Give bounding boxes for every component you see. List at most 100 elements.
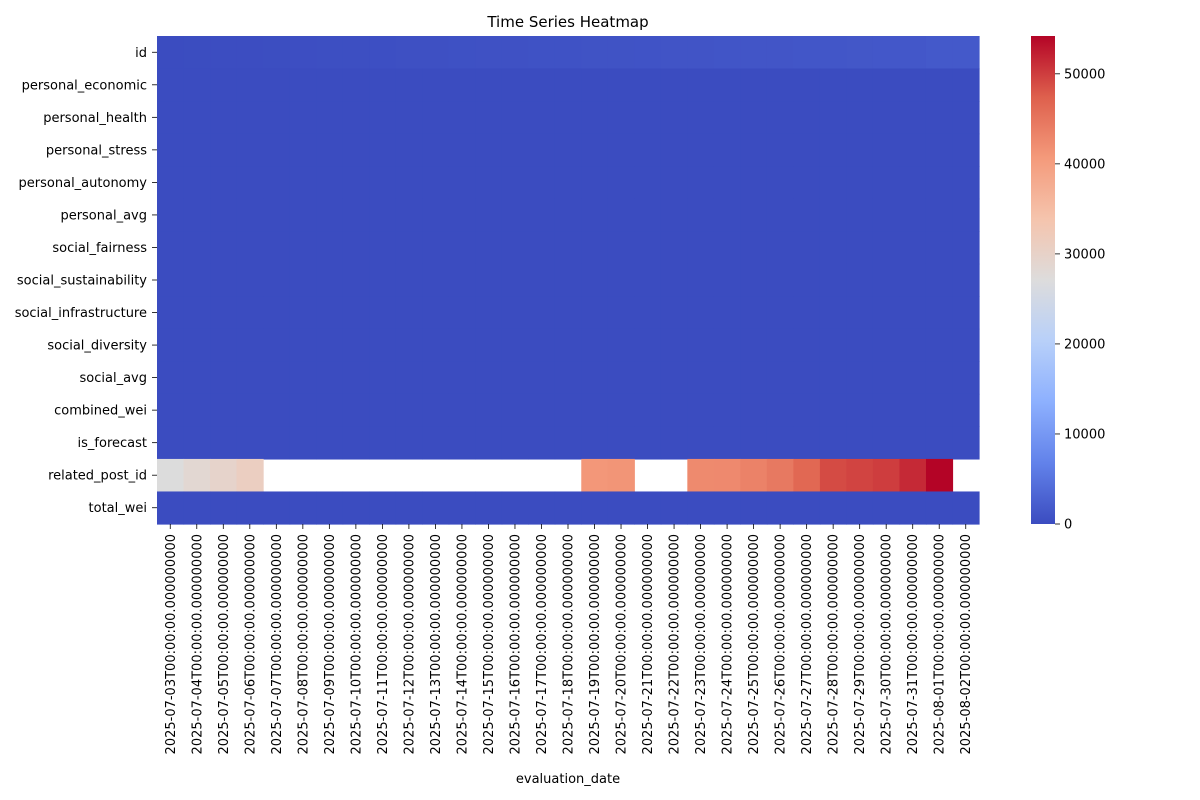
row-label: social_avg	[80, 371, 147, 386]
heatmap-cell	[316, 68, 344, 102]
row-label: social_sustainability	[17, 274, 147, 289]
column-label: 2025-07-03T00:00:00.000000000	[164, 534, 179, 754]
heatmap-cell	[448, 296, 476, 330]
column-label: 2025-07-23T00:00:00.000000000	[694, 534, 709, 754]
column-label: 2025-07-28T00:00:00.000000000	[827, 534, 842, 754]
heatmap-cell	[554, 133, 582, 167]
heatmap-cell	[607, 328, 635, 362]
heatmap-cell	[634, 231, 662, 265]
heatmap-cell	[925, 231, 954, 265]
heatmap-cell	[263, 491, 291, 525]
column-label: 2025-07-30T00:00:00.000000000	[880, 534, 895, 754]
heatmap-cell	[554, 198, 582, 232]
heatmap-cell	[607, 166, 635, 200]
heatmap-cell	[501, 166, 529, 200]
heatmap-cell	[395, 328, 423, 362]
heatmap-cell	[157, 426, 185, 460]
heatmap-cell	[952, 101, 980, 135]
heatmap-cell	[607, 361, 635, 395]
heatmap-cell	[925, 361, 954, 395]
heatmap-cell	[501, 393, 529, 427]
heatmap-cell	[289, 198, 317, 232]
column-label: 2025-07-13T00:00:00.000000000	[429, 534, 444, 754]
heatmap-cell	[846, 263, 874, 297]
heatmap-cell	[581, 393, 609, 427]
heatmap-cell	[713, 133, 741, 167]
heatmap-cell	[846, 491, 874, 525]
heatmap-cell	[687, 263, 715, 297]
heatmap-cell	[846, 36, 874, 70]
heatmap-cell	[157, 101, 185, 135]
heatmap-cell	[210, 491, 238, 525]
heatmap-cell	[766, 458, 794, 493]
heatmap-cell	[263, 361, 291, 395]
heatmap-cell	[528, 296, 556, 330]
heatmap-cell	[210, 361, 238, 395]
heatmap-cell	[289, 36, 317, 70]
heatmap-cell	[289, 166, 317, 200]
heatmap-cell	[846, 101, 874, 135]
heatmap-cell	[634, 328, 662, 362]
heatmap-cell	[316, 393, 344, 427]
heatmap-cell	[846, 393, 874, 427]
heatmap-cell	[448, 263, 476, 297]
column-label: 2025-07-21T00:00:00.000000000	[641, 534, 656, 754]
heatmap-cell	[501, 361, 529, 395]
heatmap-cell	[210, 166, 238, 200]
heatmap-cell	[422, 361, 450, 395]
heatmap-cell	[713, 491, 741, 525]
heatmap-cell	[369, 361, 397, 395]
heatmap-cell	[925, 296, 954, 330]
heatmap-cell	[157, 166, 185, 200]
heatmap-cell	[263, 36, 291, 70]
heatmap-cell	[925, 426, 954, 460]
heatmap-cell	[448, 491, 476, 525]
heatmap-cell	[236, 263, 264, 297]
heatmap-cell	[501, 68, 529, 102]
heatmap-cell	[289, 491, 317, 525]
heatmap-cell	[554, 68, 582, 102]
heatmap-cell	[740, 393, 768, 427]
heatmap-cell	[766, 328, 794, 362]
heatmap-cell	[554, 361, 582, 395]
heatmap-cell	[607, 36, 635, 70]
heatmap-cell	[501, 231, 529, 265]
heatmap-cell	[581, 426, 609, 460]
heatmap-cell	[210, 231, 238, 265]
heatmap-cell	[634, 36, 662, 70]
heatmap-cell	[236, 231, 264, 265]
heatmap-cell	[899, 393, 927, 427]
heatmap-cell	[289, 361, 317, 395]
heatmap-cell	[316, 198, 344, 232]
heatmap-cell	[713, 36, 741, 70]
heatmap-cell	[157, 36, 185, 70]
column-label: 2025-08-01T00:00:00.000000000	[933, 534, 948, 754]
heatmap-cell	[236, 198, 264, 232]
heatmap-cell	[713, 231, 741, 265]
heatmap-cell	[448, 361, 476, 395]
heatmap-cell	[740, 328, 768, 362]
heatmap-cell	[236, 296, 264, 330]
heatmap-cell	[316, 263, 344, 297]
heatmap-cell	[157, 263, 185, 297]
heatmap-cell	[263, 393, 291, 427]
heatmap-cell	[236, 68, 264, 102]
heatmap-cell	[925, 458, 954, 493]
heatmap-cell	[475, 133, 503, 167]
heatmap-cell	[157, 68, 185, 102]
column-label: 2025-07-22T00:00:00.000000000	[668, 534, 683, 754]
heatmap-cell	[183, 68, 211, 102]
heatmap-cell	[713, 166, 741, 200]
heatmap-cell	[157, 458, 185, 493]
heatmap-cell	[369, 231, 397, 265]
heatmap-cell	[581, 68, 609, 102]
heatmap-cell	[740, 458, 768, 493]
heatmap-cell	[793, 361, 821, 395]
heatmap-cell	[422, 36, 450, 70]
heatmap-cell	[846, 458, 874, 493]
heatmap-cell	[713, 101, 741, 135]
heatmap-cell	[713, 68, 741, 102]
heatmap-cell	[793, 458, 821, 493]
heatmap-cell	[925, 198, 954, 232]
colorbar-ticks: 0 10000 20000 30000 40000 50000	[1055, 67, 1105, 533]
